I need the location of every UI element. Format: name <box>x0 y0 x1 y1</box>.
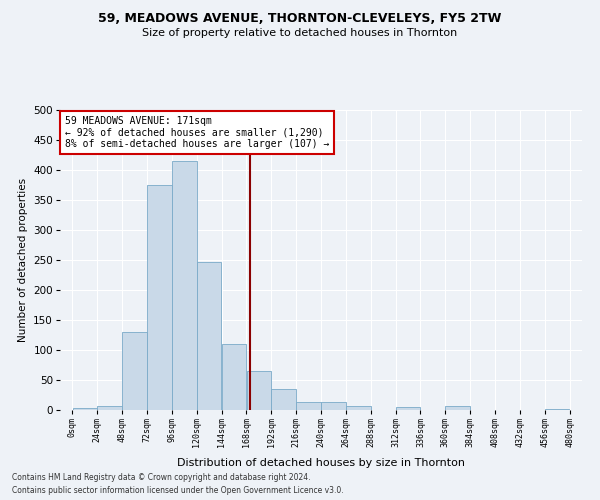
Bar <box>222 344 246 410</box>
Bar <box>271 389 296 410</box>
Bar <box>321 402 346 410</box>
Bar <box>73 408 97 410</box>
Text: Contains public sector information licensed under the Open Government Licence v3: Contains public sector information licen… <box>12 486 344 495</box>
Bar <box>445 406 470 410</box>
Bar <box>197 262 221 410</box>
Text: Size of property relative to detached houses in Thornton: Size of property relative to detached ho… <box>142 28 458 38</box>
Bar <box>247 371 271 410</box>
Bar <box>172 161 197 410</box>
Text: 59 MEADOWS AVENUE: 171sqm
← 92% of detached houses are smaller (1,290)
8% of sem: 59 MEADOWS AVENUE: 171sqm ← 92% of detac… <box>65 116 329 149</box>
Bar <box>346 406 371 410</box>
Y-axis label: Number of detached properties: Number of detached properties <box>18 178 28 342</box>
Bar <box>396 407 420 410</box>
Bar <box>122 332 147 410</box>
Text: Contains HM Land Registry data © Crown copyright and database right 2024.: Contains HM Land Registry data © Crown c… <box>12 474 311 482</box>
Bar <box>97 406 122 410</box>
Bar <box>147 185 172 410</box>
X-axis label: Distribution of detached houses by size in Thornton: Distribution of detached houses by size … <box>177 458 465 468</box>
Bar <box>296 402 321 410</box>
Text: 59, MEADOWS AVENUE, THORNTON-CLEVELEYS, FY5 2TW: 59, MEADOWS AVENUE, THORNTON-CLEVELEYS, … <box>98 12 502 26</box>
